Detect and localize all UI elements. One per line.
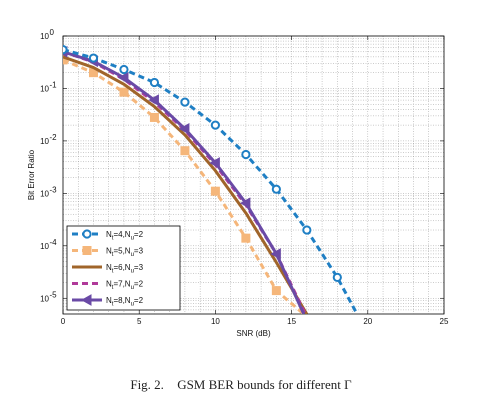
legend-label-subscript: t	[112, 252, 114, 258]
series-2-marker	[210, 186, 220, 196]
legend-label-part: N	[106, 296, 112, 305]
series-1-marker	[210, 120, 220, 130]
legend-label: Nt=8,Nu=2	[106, 296, 144, 308]
legend-swatch-marker	[82, 229, 92, 239]
y-axis-label: Bit Error Ratio	[27, 149, 36, 200]
legend-label-subscript: t	[112, 302, 114, 308]
series-1-marker	[63, 45, 68, 55]
series-1-marker	[332, 272, 342, 282]
x-tick-label: 15	[287, 317, 296, 326]
legend-label-part: N	[106, 280, 112, 289]
legend-label-subscript: t	[112, 285, 114, 291]
legend-label-part: =3	[134, 247, 144, 256]
legend-label-subscript: u	[131, 236, 134, 242]
legend-label-part: =5,N	[113, 247, 130, 256]
legend-item: Nt=6,Nu=3	[72, 263, 144, 275]
series-1-marker	[149, 77, 160, 88]
legend-label-subscript: u	[131, 252, 134, 258]
series-3	[63, 55, 309, 314]
series-2-marker	[241, 233, 251, 243]
legend-label-part: =3	[134, 263, 144, 272]
legend-label-subscript: u	[131, 285, 134, 291]
legend-label-subscript: t	[112, 236, 114, 242]
x-axis-label: SNR (dB)	[236, 329, 271, 338]
legend-label-subscript: u	[131, 302, 134, 308]
plot-frame	[62, 35, 445, 315]
series-1-marker	[180, 97, 190, 107]
series-2-marker	[149, 112, 159, 122]
y-tick-exponent: -4	[50, 238, 58, 247]
series-2-marker	[271, 286, 281, 296]
series-5-marker	[209, 157, 220, 169]
y-tick-exponent: 0	[50, 28, 55, 37]
series-1-marker	[241, 149, 251, 160]
legend-label: Nt=7,Nu=2	[106, 280, 144, 292]
legend-label-part: N	[106, 263, 112, 272]
legend-label-subscript: u	[131, 269, 134, 275]
x-tick-label: 20	[363, 317, 372, 326]
y-tick-label: 10	[40, 242, 49, 251]
series-5-marker	[117, 71, 129, 84]
series-2	[63, 55, 305, 314]
legend-item: Nt=7,Nu=2	[72, 280, 144, 292]
legend-item: Nt=5,Nu=3	[72, 246, 144, 259]
legend-label: Nt=4,Nu=2	[106, 230, 144, 242]
series-2-marker	[63, 55, 68, 65]
y-tick-exponent: -1	[50, 80, 58, 89]
series-3-line	[63, 55, 309, 314]
legend-label-part: =8,N	[113, 296, 130, 305]
legend-label: Nt=6,Nu=3	[106, 263, 144, 275]
legend-label-part: =7,N	[113, 280, 130, 289]
series-2-marker	[180, 146, 190, 156]
x-tick-label: 5	[137, 317, 142, 326]
legend-label-part: =4,N	[113, 230, 130, 239]
legend-item: Nt=4,Nu=2	[72, 229, 144, 242]
caption-text: GSM BER bounds for different Γ	[177, 377, 352, 392]
legend-label: Nt=5,Nu=3	[106, 247, 144, 259]
series-5-marker	[148, 94, 159, 106]
x-tick-label: 10	[211, 317, 220, 326]
figure-label: Fig. 2.	[130, 377, 164, 392]
series-5-marker	[239, 197, 251, 210]
legend-label-subscript: t	[112, 269, 114, 275]
legend-item: Nt=8,Nu=2	[72, 294, 144, 308]
y-tick-label: 10	[40, 84, 49, 93]
y-tick-label: 10	[40, 294, 49, 303]
series-1	[63, 45, 359, 314]
legend: Nt=4,Nu=2Nt=5,Nu=3Nt=6,Nu=3Nt=7,Nu=2Nt=8…	[66, 225, 181, 311]
legend-label-part: =2	[134, 296, 144, 305]
series-1-marker	[119, 64, 129, 75]
y-tick-exponent: -3	[50, 185, 58, 194]
y-tick-exponent: -2	[50, 133, 58, 142]
series-5-marker	[270, 248, 281, 260]
y-tick-exponent: -5	[50, 290, 58, 299]
series-1-marker	[302, 225, 312, 235]
legend-label-part: =6,N	[113, 263, 130, 272]
x-tick-label: 0	[61, 317, 66, 326]
legend-label-part: N	[106, 230, 112, 239]
legend-label-part: =2	[134, 280, 144, 289]
series-5-marker	[178, 122, 190, 135]
figure-caption: Fig. 2. GSM BER bounds for different Γ	[0, 377, 482, 393]
x-tick-label: 25	[440, 317, 449, 326]
legend-label-part: =2	[134, 230, 144, 239]
y-tick-label: 10	[40, 32, 49, 41]
legend-swatch-marker	[80, 294, 92, 306]
series-1-marker	[88, 53, 99, 63]
legend-swatch-marker	[82, 246, 92, 255]
y-tick-label: 10	[40, 189, 49, 198]
y-tick-label: 10	[40, 137, 49, 146]
series-1-marker	[271, 184, 281, 194]
legend-label-part: N	[106, 247, 112, 256]
series-2-marker	[119, 87, 129, 97]
